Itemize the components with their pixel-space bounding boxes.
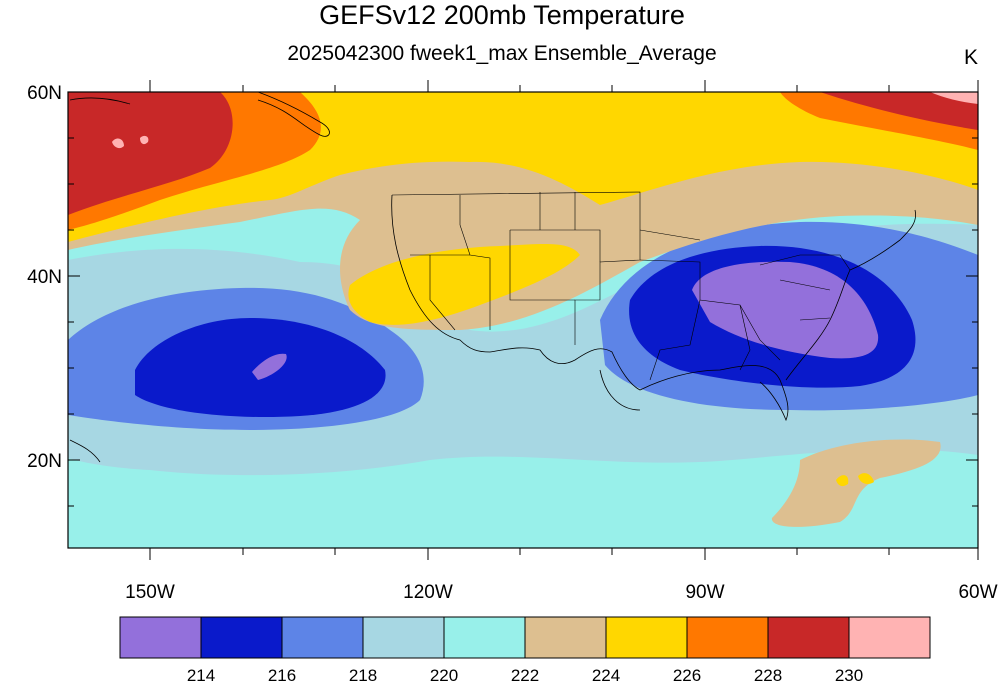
colorbar-swatch [119, 616, 202, 659]
colorbar-swatch [767, 616, 850, 659]
colorbar-tick-label: 226 [673, 666, 701, 684]
colorbar: 214 216 218 220 222 224 226 228 230 [119, 616, 931, 684]
temperature-field [68, 92, 978, 548]
lat-label-60n: 60N [27, 83, 62, 104]
colorbar-tick-label: 218 [349, 666, 377, 684]
band-228-230-ne [820, 92, 978, 130]
lon-label-150w: 150W [125, 582, 175, 603]
state-borders [391, 191, 851, 381]
lon-label-60w: 60W [958, 582, 997, 603]
chart-subtitle: 2025042300 fweek1_max Ensemble_Average [287, 42, 717, 65]
map-frame [67, 91, 979, 549]
colorbar-swatch [200, 616, 283, 659]
band-below-214-east [692, 261, 879, 359]
lon-label-120w: 120W [403, 582, 453, 603]
band-above-230 [112, 135, 149, 149]
colorbar-tick-label: 224 [592, 666, 620, 684]
colorbar-swatch [524, 616, 607, 659]
colorbar-tick-label: 230 [835, 666, 863, 684]
colorbar-swatch [443, 616, 526, 659]
band-below-214-pacific [252, 353, 287, 380]
map-ticks [68, 80, 979, 560]
band-222-224-south [771, 439, 941, 527]
lat-label-40n: 40N [27, 267, 62, 288]
band-224-226-south [836, 473, 874, 487]
coastlines [69, 92, 917, 463]
colorbar-swatch [686, 616, 769, 659]
lon-label-90w: 90W [685, 582, 724, 603]
colorbar-tick-label: 228 [754, 666, 782, 684]
band-224-226-west [348, 243, 580, 325]
colorbar-tick-label: 214 [187, 666, 215, 684]
lat-label-20n: 20N [27, 451, 62, 472]
chart-title: GEFSv12 200mb Temperature [319, 0, 685, 30]
units-label: K [964, 46, 979, 69]
colorbar-tick-label: 222 [511, 666, 539, 684]
band-above-230-ne [930, 92, 978, 104]
colorbar-tick-label: 216 [268, 666, 296, 684]
colorbar-swatch [362, 616, 445, 659]
colorbar-swatch [605, 616, 688, 659]
colorbar-swatch [281, 616, 364, 659]
band-228-230 [68, 92, 233, 215]
colorbar-tick-label: 220 [430, 666, 458, 684]
colorbar-swatch [848, 616, 931, 659]
